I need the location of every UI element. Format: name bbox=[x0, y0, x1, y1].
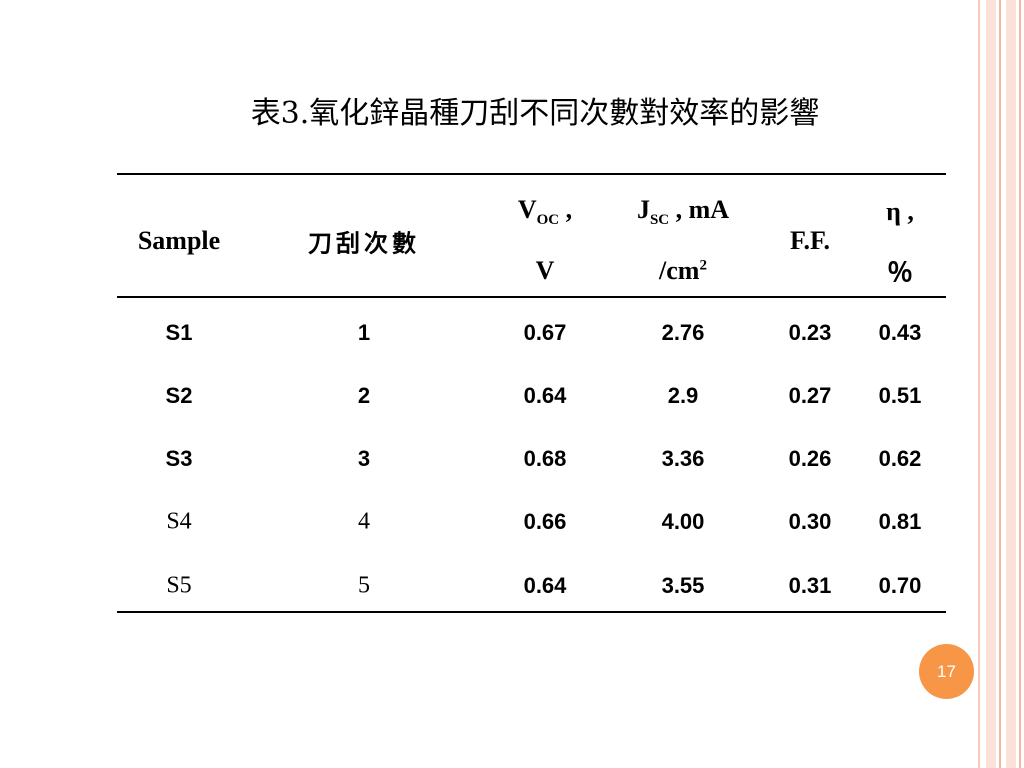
header-text: V bbox=[517, 194, 537, 224]
header-cell: V bbox=[536, 256, 555, 286]
table-cell: 0.27 bbox=[788, 383, 832, 408]
table-cell: 4.00 bbox=[661, 509, 705, 534]
title: 表3.氧化鋅晶種刀刮不同次數對效率的影響 bbox=[250, 96, 820, 131]
header-cell: ％ bbox=[887, 253, 913, 290]
table-rule bbox=[117, 173, 946, 175]
header-text: ％ bbox=[886, 258, 914, 288]
header-cell: F.F. bbox=[790, 226, 830, 255]
table-cell: 3.55 bbox=[661, 573, 705, 598]
table-cell: S1 bbox=[165, 320, 193, 345]
table-cell: 0.66 bbox=[523, 509, 567, 534]
header-cell: /cm2 bbox=[659, 256, 707, 286]
stripe bbox=[1019, 0, 1021, 768]
stripe bbox=[1006, 0, 1016, 768]
header-text: /cm bbox=[659, 256, 700, 285]
stripe bbox=[986, 0, 996, 768]
table-cell: 0.70 bbox=[878, 573, 922, 598]
table-cell: 0.30 bbox=[788, 509, 832, 534]
table-cell: 2 bbox=[357, 383, 371, 408]
table-cell: 3 bbox=[357, 446, 371, 471]
table-cell: 0.64 bbox=[523, 383, 567, 408]
table-cell: 3.36 bbox=[661, 446, 705, 471]
header-cell: VOC , bbox=[518, 195, 572, 229]
table-cell: 2.9 bbox=[667, 383, 699, 408]
table-cell: 2.76 bbox=[661, 320, 705, 345]
table-cell: 0.68 bbox=[523, 446, 567, 471]
header-text: V bbox=[535, 256, 555, 285]
table-cell: 0.26 bbox=[788, 446, 832, 471]
table-cell: S3 bbox=[165, 446, 193, 471]
table-cell: S4 bbox=[166, 508, 192, 535]
table-cell: 0.23 bbox=[788, 320, 832, 345]
table-cell: 0.67 bbox=[523, 320, 567, 345]
table-cell: 1 bbox=[357, 320, 371, 345]
table-cell: 0.31 bbox=[788, 573, 832, 598]
table-rule bbox=[117, 611, 946, 613]
page-number: 17 bbox=[919, 644, 974, 699]
header-text: J bbox=[636, 194, 650, 224]
table-cell: 0.64 bbox=[523, 573, 567, 598]
header-sub: OC bbox=[536, 212, 560, 229]
header-cell: JSC , mA bbox=[637, 195, 729, 229]
header-cell: 刀刮次數 bbox=[308, 228, 420, 258]
table-cell: 4 bbox=[358, 508, 370, 535]
stripe bbox=[978, 0, 980, 768]
header-text: η , bbox=[886, 197, 914, 226]
table-cell: 0.62 bbox=[878, 446, 922, 471]
header-cell: Sample bbox=[137, 226, 221, 255]
header-text: , bbox=[559, 194, 573, 224]
header-sub: SC bbox=[649, 212, 670, 229]
header-cell: η , bbox=[886, 197, 914, 227]
table-cell: 5 bbox=[358, 572, 370, 599]
table-cell: 0.51 bbox=[878, 383, 922, 408]
table-cell: 0.43 bbox=[878, 320, 922, 345]
stripe bbox=[999, 0, 1001, 768]
header-text: , mA bbox=[669, 194, 730, 224]
table-rule bbox=[117, 296, 946, 298]
header-sup: 2 bbox=[699, 257, 707, 274]
table-cell: S2 bbox=[165, 383, 193, 408]
table-cell: S5 bbox=[166, 572, 192, 599]
table-cell: 0.81 bbox=[878, 509, 922, 534]
